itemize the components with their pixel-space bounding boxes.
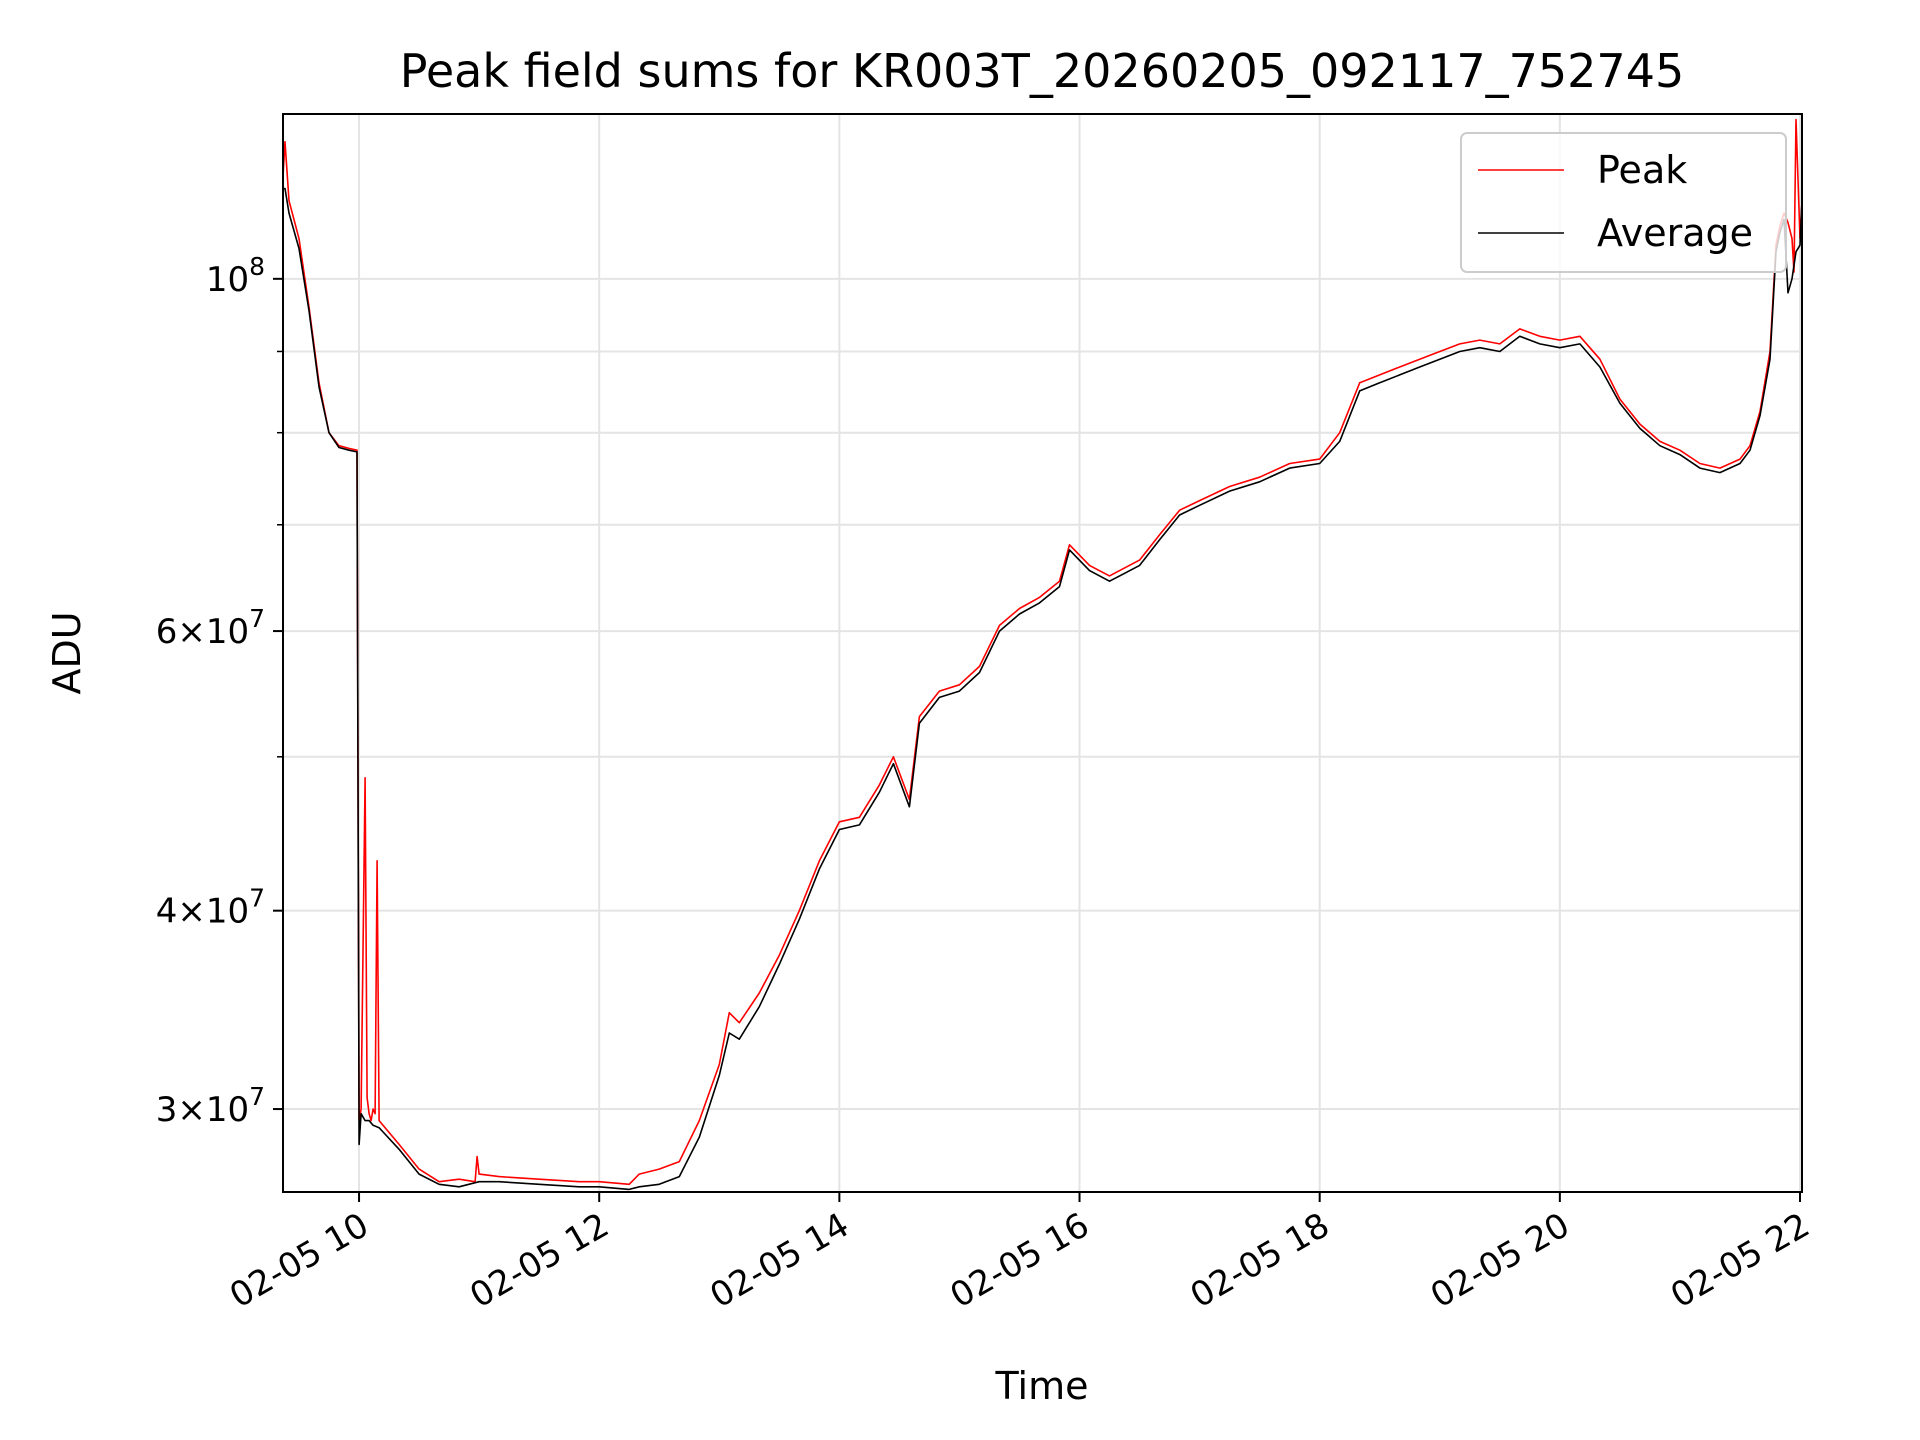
chart-title: Peak field sums for KR003T_20260205_0921…: [400, 44, 1684, 98]
legend-peak-label: Peak: [1597, 148, 1687, 192]
legend-box: [1460, 132, 1787, 273]
y-axis: 3×107 4×107 6×107 108: [156, 252, 283, 1130]
x-axis-label: Time: [995, 1364, 1089, 1408]
y-tick-label: 108: [206, 252, 265, 300]
series-layer: [283, 118, 1802, 1191]
y-tick-label: 6×107: [156, 604, 265, 652]
grid: [283, 114, 1802, 1192]
series-line-average: [283, 187, 1802, 1191]
y-tick-label: 3×107: [156, 1082, 265, 1130]
legend-average-label: Average: [1597, 211, 1753, 255]
legend: Peak Average: [1460, 132, 1787, 273]
plot-frame: [282, 113, 1803, 1193]
series-line-peak: [283, 118, 1802, 1186]
y-axis-label: ADU: [45, 611, 89, 694]
y-tick-label: 4×107: [156, 884, 265, 932]
